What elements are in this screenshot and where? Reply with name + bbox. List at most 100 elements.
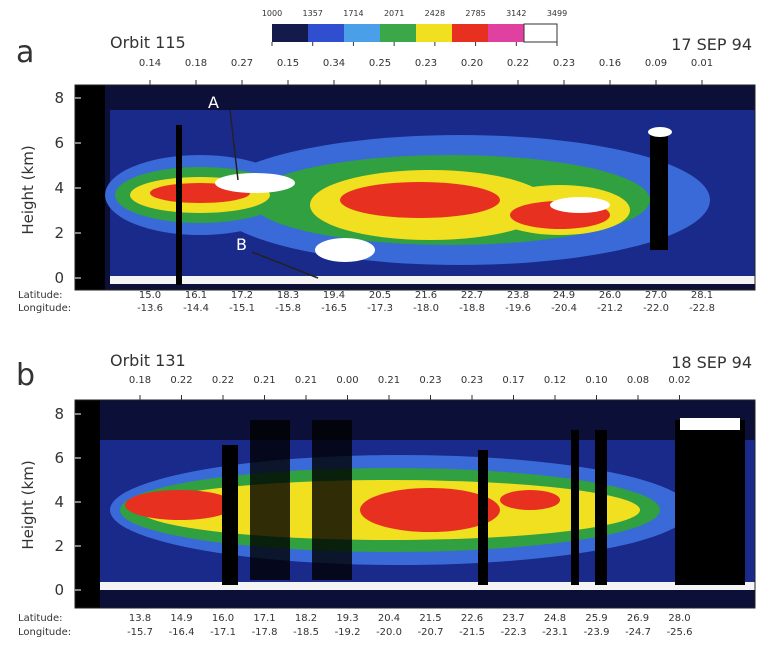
latitude-value: 21.5 [419,613,441,624]
colorbar-tick-label: 1357 [303,9,323,18]
latitude-value: 16.1 [185,290,207,301]
top-value-label: 0.21 [378,375,400,386]
latitude-value: 16.0 [212,613,234,624]
y-tick-label: 6 [54,449,64,467]
top-value-label: 0.23 [553,58,575,69]
latitude-value: 15.0 [139,290,161,301]
top-value-label: 0.01 [691,58,713,69]
top-value-label: 0.23 [415,58,437,69]
longitude-value: -14.4 [183,303,209,314]
lidar-image [75,400,755,608]
orbit-label: Orbit 115 [110,33,186,52]
latitude-value: 14.9 [170,613,192,624]
longitude-value: -20.7 [418,627,444,638]
latitude-value: 18.2 [295,613,317,624]
longitude-value: -23.1 [542,627,568,638]
colorbar-tick-label: 2428 [425,9,445,18]
top-value-label: 0.17 [502,375,524,386]
panel-letter: b [16,358,35,393]
top-value-label: 0.25 [369,58,391,69]
longitude-value: -22.0 [643,303,669,314]
longitude-value: -16.4 [169,627,195,638]
latitude-value: 23.7 [502,613,524,624]
y-tick-label: 2 [54,537,64,555]
latitude-value: 20.4 [378,613,400,624]
figure: a Orbit 115 17 SEP 94 A B Height (km) La… [0,0,776,645]
top-value-label: 0.12 [544,375,566,386]
longitude-value: -19.6 [505,303,531,314]
colorbar-tick-label: 3142 [506,9,526,18]
latitude-value: 17.2 [231,290,253,301]
top-value-label: 0.18 [185,58,207,69]
longitude-value: -21.2 [597,303,623,314]
lidar-image [75,85,755,290]
date-label: 18 SEP 94 [671,353,752,372]
y-axis-label: Height (km) [19,145,37,234]
latitude-value: 22.6 [461,613,483,624]
longitude-value: -20.0 [376,627,402,638]
colorbar-tick-label: 2785 [465,9,485,18]
annotation: A [208,93,219,112]
top-value-label: 0.22 [170,375,192,386]
longitude-value: -18.5 [293,627,319,638]
latitude-value: 19.3 [336,613,358,624]
longitude-value: -23.9 [584,627,610,638]
latitude-value: 17.1 [253,613,275,624]
latitude-value: 22.7 [461,290,483,301]
top-value-label: 0.34 [323,58,345,69]
top-value-label: 0.15 [277,58,299,69]
longitude-value: -24.7 [625,627,651,638]
colorbar-tick-label: 3499 [547,9,567,18]
y-tick-label: 4 [54,179,64,197]
y-tick-label: 4 [54,493,64,511]
colorbar-tick-label: 1000 [262,9,282,18]
top-value-label: 0.27 [231,58,253,69]
longitude-label: Longitude: [18,627,71,638]
colorbar-tick-label: 1714 [343,9,363,18]
longitude-value: -15.8 [275,303,301,314]
y-tick-label: 8 [54,405,64,423]
top-value-label: 0.21 [295,375,317,386]
top-value-label: 0.22 [212,375,234,386]
longitude-value: -16.5 [321,303,347,314]
longitude-value: -18.0 [413,303,439,314]
latitude-value: 23.8 [507,290,529,301]
latitude-value: 18.3 [277,290,299,301]
latitude-label: Latitude: [18,290,63,301]
longitude-value: -25.6 [667,627,693,638]
y-axis-label: Height (km) [19,460,37,549]
longitude-value: -13.6 [137,303,163,314]
top-value-label: 0.18 [129,375,151,386]
top-value-label: 0.10 [585,375,607,386]
longitude-value: -17.1 [210,627,236,638]
latitude-value: 24.8 [544,613,566,624]
y-tick-label: 0 [54,269,64,287]
latitude-label: Latitude: [18,613,63,624]
annotation: B [236,235,247,254]
longitude-value: -17.3 [367,303,393,314]
top-value-label: 0.23 [419,375,441,386]
orbit-label: Orbit 131 [110,351,186,370]
longitude-value: -17.8 [252,627,278,638]
y-tick-label: 6 [54,134,64,152]
top-value-label: 0.02 [668,375,690,386]
top-value-label: 0.14 [139,58,161,69]
latitude-value: 20.5 [369,290,391,301]
top-value-label: 0.08 [627,375,649,386]
latitude-value: 21.6 [415,290,437,301]
longitude-value: -20.4 [551,303,577,314]
y-tick-label: 8 [54,89,64,107]
longitude-value: -19.2 [335,627,361,638]
longitude-value: -22.3 [501,627,527,638]
latitude-value: 24.9 [553,290,575,301]
latitude-value: 27.0 [645,290,667,301]
longitude-value: -18.8 [459,303,485,314]
latitude-value: 26.0 [599,290,621,301]
latitude-value: 26.9 [627,613,649,624]
longitude-label: Longitude: [18,303,71,314]
top-value-label: 0.09 [645,58,667,69]
top-value-label: 0.16 [599,58,621,69]
colorbar [272,24,557,42]
latitude-value: 25.9 [585,613,607,624]
longitude-value: -15.7 [127,627,153,638]
